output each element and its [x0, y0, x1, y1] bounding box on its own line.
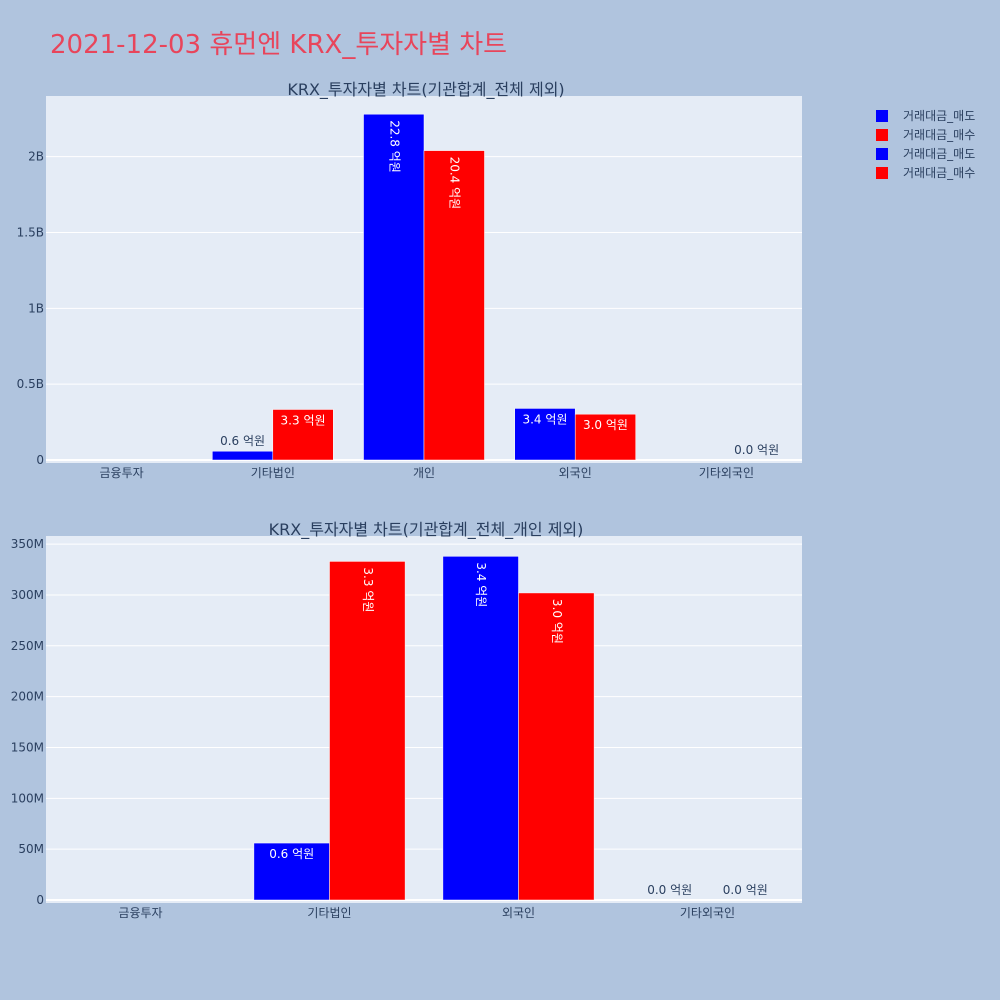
x-tick-label: 금융투자 [118, 906, 162, 920]
x-tick-label: 금융투자 [100, 466, 144, 480]
legend-label: 거래대금_매수 [903, 166, 976, 180]
data-label: 3.3 억원 [361, 567, 375, 612]
y-tick-label: 2B [28, 150, 44, 164]
bar-sell [212, 450, 274, 461]
data-label: 0.0 억원 [734, 443, 779, 457]
y-tick-label: 350M [11, 537, 44, 551]
y-tick-label: 0 [36, 453, 44, 467]
bar-buy [574, 413, 636, 461]
plot-area [46, 536, 802, 903]
data-label: 3.3 억원 [281, 413, 326, 427]
legend-swatch-buy [876, 166, 888, 179]
legend-label: 거래대금_매도 [903, 147, 976, 161]
legend-label: 거래대금_매도 [903, 109, 976, 123]
bar-buy [272, 409, 334, 461]
y-tick-label: 200M [11, 690, 44, 704]
page-title: 2021-12-03 휴먼엔 KRX_투자자별 차트 [50, 30, 508, 60]
legend-swatch-buy [876, 128, 888, 141]
chart-title: KRX_투자자별 차트(기관합계_전체 제외) [287, 80, 564, 100]
y-tick-label: 1B [28, 301, 44, 315]
bar-sell [363, 113, 425, 461]
legend-item[interactable]: 거래대금_매도 [876, 144, 975, 163]
bar-buy [423, 150, 485, 461]
x-tick-label: 기타법인 [307, 906, 351, 920]
x-tick-label: 외국인 [502, 906, 535, 920]
legend-item[interactable]: 거래대금_매수 [876, 125, 975, 144]
legend-swatch-sell [876, 147, 888, 160]
data-label: 3.0 억원 [583, 418, 628, 432]
bar-sell [442, 556, 519, 901]
y-tick-label: 1.5B [17, 226, 44, 240]
data-label: 0.6 억원 [220, 434, 265, 448]
bar-sell [514, 408, 576, 461]
legend: 거래대금_매도 거래대금_매수 거래대금_매도 거래대금_매수 [876, 106, 975, 182]
data-label: 3.4 억원 [522, 412, 567, 426]
y-tick-label: 300M [11, 588, 44, 602]
y-tick-label: 0.5B [17, 377, 44, 391]
x-tick-label: 기타법인 [251, 466, 295, 480]
data-label: 3.4 억원 [474, 562, 488, 607]
bar-buy [329, 561, 406, 901]
bar-buy [518, 592, 595, 901]
legend-label: 거래대금_매수 [903, 128, 976, 142]
y-tick-label: 250M [11, 639, 44, 653]
data-label: 0.6 억원 [269, 847, 314, 861]
chart-title: KRX_투자자별 차트(기관합계_전체_개인 제외) [269, 520, 584, 540]
x-tick-label: 개인 [413, 466, 435, 480]
y-tick-label: 150M [11, 740, 44, 754]
x-tick-label: 기타외국인 [680, 906, 735, 920]
data-label: 3.0 억원 [550, 599, 564, 644]
y-tick-label: 100M [11, 791, 44, 805]
legend-item[interactable]: 거래대금_매수 [876, 163, 975, 182]
bar-sell [253, 842, 330, 901]
x-tick-label: 기타외국인 [699, 466, 754, 480]
legend-item[interactable]: 거래대금_매도 [876, 106, 975, 125]
data-label: 0.0 억원 [723, 883, 768, 897]
data-label: 22.8 억원 [387, 120, 401, 173]
legend-swatch-sell [876, 109, 888, 122]
y-tick-label: 50M [18, 842, 44, 856]
data-label: 20.4 억원 [448, 157, 462, 210]
data-label: 0.0 억원 [647, 883, 692, 897]
y-tick-label: 0 [36, 893, 44, 907]
x-tick-label: 외국인 [559, 466, 592, 480]
